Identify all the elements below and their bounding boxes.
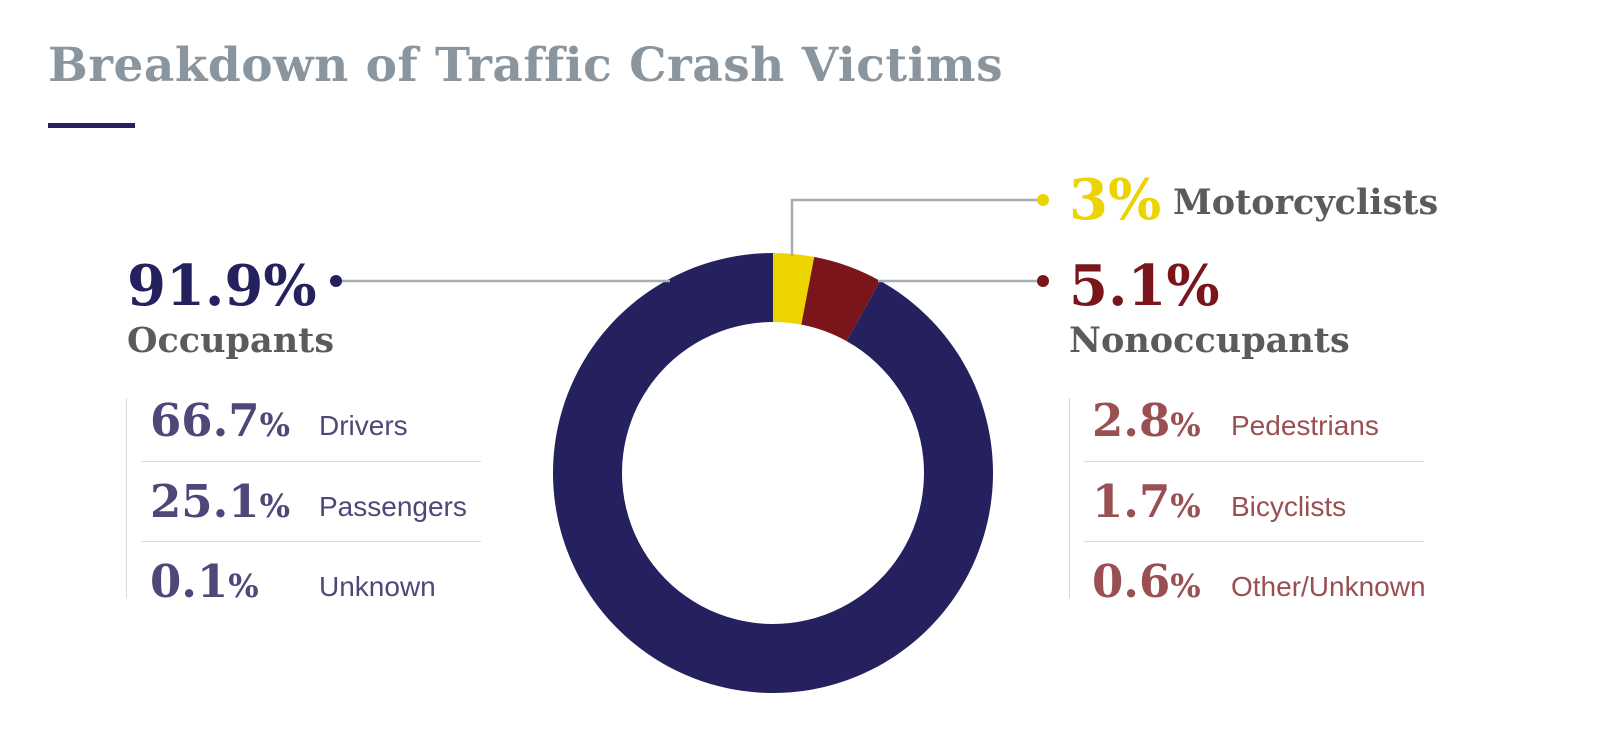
motorcyclists-leader-line <box>790 198 1043 256</box>
unknown-value: 0.1% <box>150 555 259 608</box>
motorcyclists-label: Motorcyclists <box>1173 182 1439 223</box>
row-separator <box>141 461 481 462</box>
motorcyclists-percent: 3% <box>1069 167 1162 233</box>
drivers-value: 66.7% <box>150 394 291 447</box>
other-unknown-value: 0.6% <box>1092 555 1201 608</box>
pedestrians-value: 2.8% <box>1092 394 1201 447</box>
occupants-percent: 91.9% <box>127 253 317 319</box>
occupants-leader-dot <box>330 275 342 287</box>
occupants-label: Occupants <box>127 320 335 361</box>
bicyclists-value: 1.7% <box>1092 475 1201 528</box>
motorcyclists-leader-dot <box>1037 194 1049 206</box>
donut-slice-occupants <box>552 253 993 694</box>
donut-slice-nonoccupants <box>801 256 881 342</box>
title-underline <box>48 123 135 128</box>
nonoccupants-percent: 5.1% <box>1069 253 1220 319</box>
row-separator <box>141 541 481 542</box>
chart-title: Breakdown of Traffic Crash Victims <box>48 38 1004 93</box>
occupants-list-divider <box>126 398 127 598</box>
nonoccupants-list-divider <box>1069 398 1070 598</box>
bicyclists-label: Bicyclists <box>1231 491 1347 522</box>
pedestrians-label: Pedestrians <box>1231 410 1379 441</box>
nonoccupants-label: Nonoccupants <box>1069 320 1350 361</box>
passengers-label: Passengers <box>319 491 467 522</box>
other-unknown-label: Other/Unknown <box>1231 571 1426 602</box>
unknown-label: Unknown <box>319 571 436 602</box>
passengers-value: 25.1% <box>150 475 291 528</box>
row-separator <box>1084 541 1424 542</box>
nonoccupants-leader-dot <box>1037 275 1049 287</box>
drivers-label: Drivers <box>319 410 408 441</box>
donut-slice-motorcyclists <box>773 253 815 325</box>
row-separator <box>1084 461 1424 462</box>
